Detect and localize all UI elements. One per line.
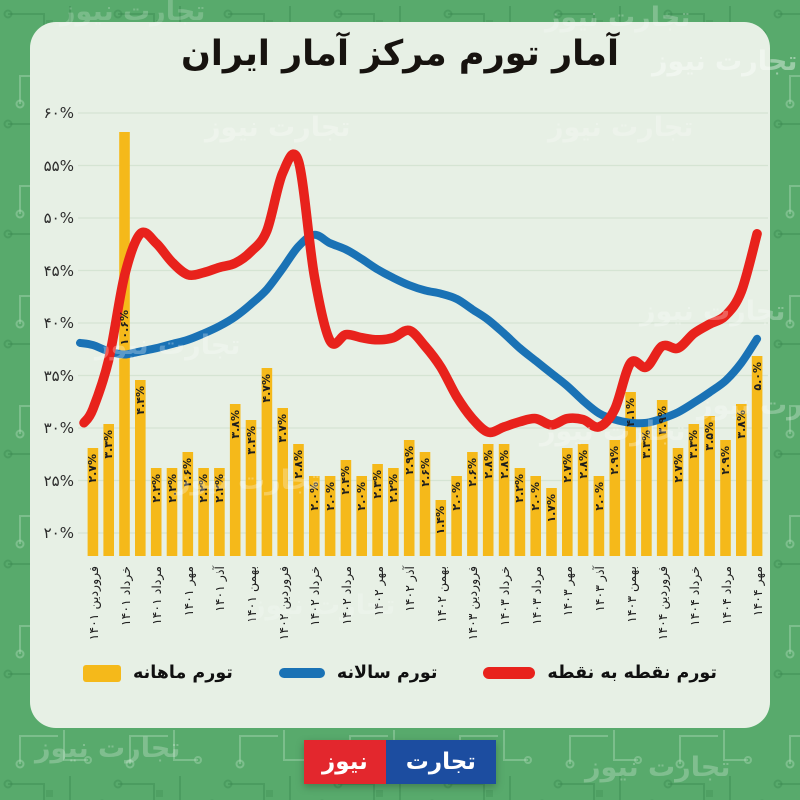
tejarat-news-logo: نیوز تجارت [0, 740, 800, 784]
annual-line-swatch [278, 668, 325, 678]
point-to-point-line-swatch [483, 667, 536, 679]
logo-news-block: نیوز [304, 740, 386, 784]
logo-tejarat-block: تجارت [385, 740, 496, 784]
legend-label-monthly: تورم ماهانه [133, 663, 233, 683]
legend-item-point-to-point: تورم نقطه به نقطه [483, 663, 717, 683]
page-title: آمار تورم مرکز آمار ایران [181, 34, 619, 74]
chart-panel [30, 22, 770, 728]
legend-item-annual: تورم سالانه [278, 663, 438, 683]
legend: تورم ماهانه تورم سالانه تورم نقطه به نقط… [30, 663, 770, 683]
legend-label-point-to-point: تورم نقطه به نقطه [547, 663, 717, 683]
monthly-bar-swatch [83, 664, 122, 682]
legend-item-monthly: تورم ماهانه [83, 663, 233, 683]
legend-label-annual: تورم سالانه [336, 663, 438, 683]
